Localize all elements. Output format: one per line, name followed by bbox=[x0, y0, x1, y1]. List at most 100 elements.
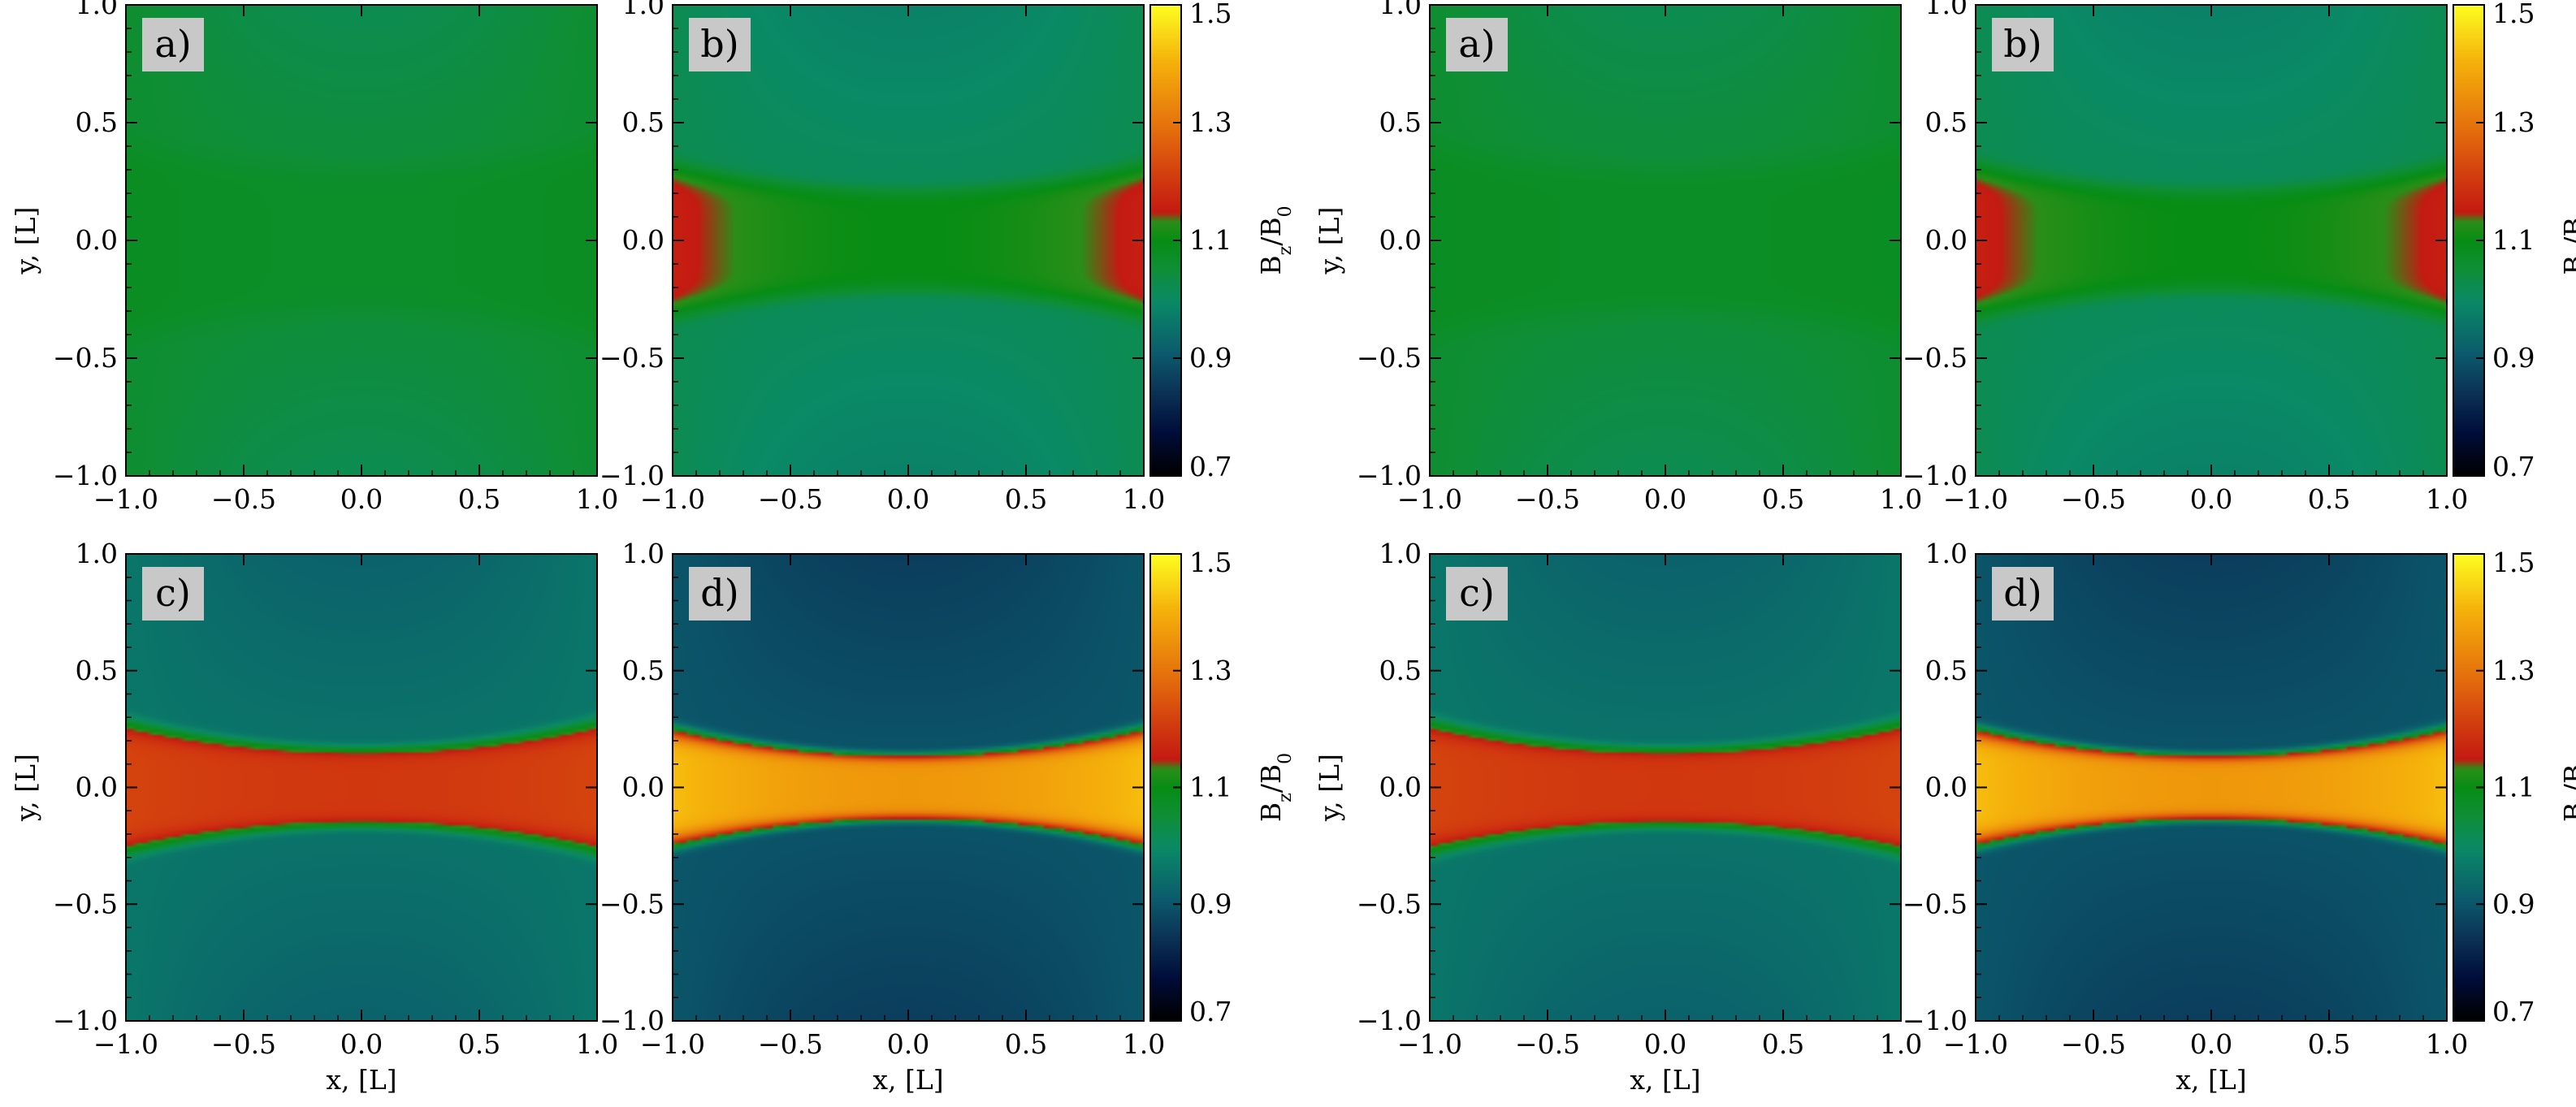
panel-label-box bbox=[689, 567, 751, 621]
y-axis-label: y, [L] bbox=[10, 754, 41, 822]
colorbar-tick-label: 0.9 bbox=[2492, 342, 2535, 374]
x-tick-label: 1.0 bbox=[2426, 1028, 2468, 1060]
heatmap-image bbox=[126, 5, 597, 476]
x-tick-label: −0.5 bbox=[1515, 483, 1580, 515]
panel-b: b) −1.0−1.0 −0.5 −0.5 0.0 0.0 0.5 0.5 1.0 1.0 0.7 0… bbox=[1903, 0, 2576, 515]
x-tick-label: 1.0 bbox=[1123, 483, 1165, 515]
y-tick-label: 0.0 bbox=[1379, 224, 1422, 256]
y-tick-label: 0.5 bbox=[76, 106, 118, 138]
y-axis-label: y, [L] bbox=[1314, 207, 1345, 275]
x-tick-label: 0.0 bbox=[340, 483, 383, 515]
colorbar-tick-label: 1.3 bbox=[1189, 655, 1232, 686]
colorbar-label: Bz/B0 bbox=[2558, 753, 2576, 822]
x-axis-label: x, [L] bbox=[2176, 1064, 2246, 1096]
y-tick-label: 0.5 bbox=[1379, 655, 1422, 686]
panel-label: d) bbox=[2003, 571, 2041, 615]
x-tick-label: −1.0 bbox=[93, 1028, 158, 1060]
x-tick-label: 0.5 bbox=[1005, 1028, 1047, 1060]
colorbar-tick-label: 1.5 bbox=[1189, 547, 1232, 578]
x-tick-label: −0.5 bbox=[211, 483, 276, 515]
y-tick-label: 1.0 bbox=[1925, 538, 1968, 569]
colorbar-tick-label: 0.9 bbox=[1189, 888, 1232, 919]
y-axis-label: y, [L] bbox=[10, 207, 41, 275]
panel-label: d) bbox=[700, 571, 738, 615]
y-tick-label: 0.0 bbox=[1925, 772, 1968, 803]
colorbar-tick-label: 1.1 bbox=[2492, 224, 2535, 256]
colorbar-tick-label: 1.1 bbox=[1189, 224, 1232, 256]
colorbar-tick-label: 1.5 bbox=[2492, 0, 2535, 29]
x-tick-label: 0.5 bbox=[1762, 1028, 1804, 1060]
y-tick-label: −1.0 bbox=[600, 460, 665, 491]
x-tick-label: 1.0 bbox=[1880, 1028, 1922, 1060]
panel-d: d) −1.0−1.0 −0.5 −0.5 0.0 0.0 0.5 0.5 1.0 1.0 x, [… bbox=[1903, 538, 2576, 1096]
y-tick-label: 1.0 bbox=[1379, 538, 1422, 569]
heatmap-image bbox=[1976, 554, 2447, 1021]
x-tick-label: −0.5 bbox=[1515, 1028, 1580, 1060]
colorbar-tick-label: 0.7 bbox=[2492, 996, 2535, 1027]
y-tick-label: −0.5 bbox=[1903, 888, 1968, 919]
x-tick-label: −0.5 bbox=[758, 1028, 823, 1060]
x-tick-label: 1.0 bbox=[576, 483, 618, 515]
y-tick-label: 0.0 bbox=[622, 224, 665, 256]
panel-label-box bbox=[689, 18, 751, 71]
y-tick-label: 0.0 bbox=[76, 772, 118, 803]
y-tick-label: 1.0 bbox=[76, 538, 118, 569]
y-tick-label: 0.5 bbox=[1379, 106, 1422, 138]
panel-label-box bbox=[1992, 567, 2054, 621]
x-tick-label: 0.0 bbox=[887, 483, 929, 515]
y-tick-label: 0.0 bbox=[622, 772, 665, 803]
x-tick-label: −1.0 bbox=[1397, 483, 1462, 515]
x-tick-label: 0.0 bbox=[1644, 1028, 1686, 1060]
x-tick-label: −1.0 bbox=[640, 1028, 705, 1060]
y-tick-label: 1.0 bbox=[1925, 0, 1968, 20]
y-tick-label: 0.5 bbox=[622, 655, 665, 686]
panel-label: a) bbox=[154, 22, 191, 66]
y-axis-label: y, [L] bbox=[1314, 754, 1345, 822]
y-tick-label: −0.5 bbox=[53, 342, 118, 374]
x-tick-label: 0.5 bbox=[458, 483, 500, 515]
chart-group-right: a)−1.0−1.0−0.5−0.50.00.00.50.51.01.0y, [… bbox=[1314, 0, 2576, 1096]
y-tick-label: 1.0 bbox=[622, 538, 665, 569]
y-tick-label: −0.5 bbox=[1357, 888, 1422, 919]
x-tick-label: 0.5 bbox=[458, 1028, 500, 1060]
y-tick-label: −1.0 bbox=[1357, 460, 1422, 491]
y-tick-label: 0.5 bbox=[1925, 655, 1968, 686]
colorbar-tick-label: 1.3 bbox=[2492, 106, 2535, 138]
panel-c: c) −1.0−1.0 −0.5 −0.5 0.0 0.0 0.5 0.5 1.0 1.0 y, [… bbox=[1314, 538, 1922, 1096]
colorbar-tick-label: 0.7 bbox=[1189, 451, 1232, 482]
x-tick-label: −1.0 bbox=[93, 483, 158, 515]
y-tick-label: 0.5 bbox=[1925, 106, 1968, 138]
colorbar-tick-label: 1.5 bbox=[1189, 0, 1232, 29]
y-tick-label: −1.0 bbox=[600, 1005, 665, 1036]
y-tick-label: 0.0 bbox=[1379, 772, 1422, 803]
x-tick-label: 0.0 bbox=[887, 1028, 929, 1060]
x-tick-label: 0.0 bbox=[2190, 483, 2232, 515]
panel-label: a) bbox=[1458, 22, 1495, 66]
y-tick-label: −1.0 bbox=[1903, 460, 1968, 491]
x-tick-label: 0.5 bbox=[1762, 483, 1804, 515]
panel-a: a) −1.0−1.0 −0.5 −0.5 0.0 0.0 0.5 0.5 1.0 1.0 y, [… bbox=[10, 0, 618, 515]
x-tick-label: 0.0 bbox=[1644, 483, 1686, 515]
y-tick-label: 1.0 bbox=[1379, 0, 1422, 20]
heatmap-image bbox=[673, 5, 1144, 476]
x-tick-label: 0.0 bbox=[340, 1028, 383, 1060]
x-axis-label: x, [L] bbox=[872, 1064, 943, 1096]
panel-label: c) bbox=[155, 571, 191, 615]
y-tick-label: 1.0 bbox=[622, 0, 665, 20]
colorbar-tick-label: 1.5 bbox=[2492, 547, 2535, 578]
y-tick-label: 1.0 bbox=[76, 0, 118, 20]
x-tick-label: 0.0 bbox=[2190, 1028, 2232, 1060]
x-tick-label: −0.5 bbox=[2061, 1028, 2126, 1060]
y-tick-label: −0.5 bbox=[600, 888, 665, 919]
colorbar-label: Bz/B0 bbox=[2558, 205, 2576, 275]
colorbar-tick-label: 1.1 bbox=[2492, 772, 2535, 803]
y-tick-label: 0.0 bbox=[76, 224, 118, 256]
x-axis-label: x, [L] bbox=[1630, 1064, 1700, 1096]
x-tick-label: −1.0 bbox=[1943, 483, 2008, 515]
colorbar-tick-label: 1.3 bbox=[1189, 106, 1232, 138]
heatmap-image bbox=[1976, 5, 2447, 476]
heatmap-image bbox=[1430, 554, 1901, 1021]
chart-group-left: a)−1.0−1.0−0.5−0.50.00.00.50.51.01.0y, [… bbox=[10, 0, 1296, 1096]
